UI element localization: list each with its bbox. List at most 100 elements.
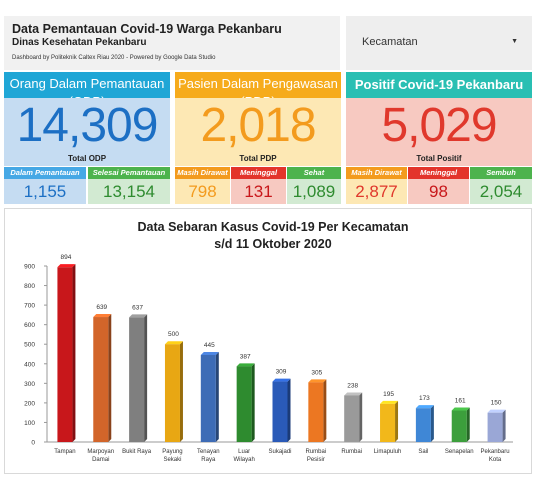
y-tick-label: 800 <box>24 283 35 290</box>
y-tick-label: 900 <box>24 264 35 271</box>
bar-top <box>93 314 112 318</box>
bar <box>451 410 467 442</box>
bar-top <box>129 314 148 318</box>
dashboard-title: Data Pemantauan Covid-19 Warga Pekanbaru <box>12 22 282 36</box>
kecamatan-dropdown-label: Kecamatan <box>362 36 418 48</box>
bar-side <box>430 405 434 442</box>
bar-value-label: 387 <box>240 353 251 360</box>
bar <box>57 267 73 442</box>
pdp-total-label: Total PDP <box>239 154 277 163</box>
odp-sub1-value: 1,155 <box>4 179 86 204</box>
x-category-label: Limapuluh <box>374 449 402 455</box>
positif-sub3-label: Sembuh <box>470 167 532 179</box>
bar-value-label: 150 <box>491 400 502 407</box>
pdp-sub1-label: Masih Dirawat <box>175 167 230 179</box>
bar-top <box>272 378 291 382</box>
kecamatan-chart-panel: Data Sebaran Kasus Covid-19 Per Kecamata… <box>4 208 532 474</box>
bar-side <box>466 407 470 442</box>
positif-header: Positif Covid-19 Pekanbaru <box>346 72 532 98</box>
bar <box>344 395 360 442</box>
bar-top <box>487 409 506 413</box>
kecamatan-dropdown[interactable]: Kecamatan ▼ <box>346 16 532 70</box>
x-category-label: Luar <box>238 449 250 455</box>
odp-sub2-label: Selesai Pemantauan <box>88 167 170 179</box>
positif-sub3-value: 2,054 <box>470 179 532 204</box>
x-category-label: Sukajadi <box>268 449 291 455</box>
dashboard-credit: Dashboard by Politeknik Caltex Riau 2020… <box>12 55 216 61</box>
bar-value-label: 309 <box>276 369 287 376</box>
bar-value-label: 894 <box>60 254 71 261</box>
bar-side <box>323 379 327 442</box>
pdp-total-box: 2,018 Total PDP <box>175 98 341 166</box>
positif-sub1-value: 2,877 <box>346 179 407 204</box>
bar-value-label: 238 <box>347 382 358 389</box>
bar <box>308 382 324 442</box>
y-tick-label: 200 <box>24 400 35 407</box>
bar-side <box>287 378 291 442</box>
bar <box>415 408 431 442</box>
bar <box>272 381 288 442</box>
odp-total-value: 14,309 <box>16 99 159 152</box>
y-tick-label: 300 <box>24 381 35 388</box>
x-category-label: Raya <box>201 457 216 463</box>
bar <box>164 344 180 442</box>
x-category-label: Tampan <box>54 449 75 455</box>
bar-side <box>502 409 506 442</box>
positif-total-value: 5,029 <box>381 99 497 152</box>
chevron-down-icon: ▼ <box>511 38 518 45</box>
bar <box>200 354 216 442</box>
x-category-label: Kota <box>489 457 502 463</box>
bar-top <box>57 264 76 268</box>
bar-side <box>72 264 76 442</box>
x-category-label: Pesisir <box>307 457 325 463</box>
x-category-label: Damai <box>92 457 109 463</box>
bar-value-label: 445 <box>204 342 215 349</box>
dashboard-subtitle: Dinas Kesehatan Pekanbaru <box>12 37 147 48</box>
bar-side <box>359 392 363 442</box>
y-tick-label: 500 <box>24 342 35 349</box>
y-tick-label: 0 <box>31 440 35 447</box>
x-category-label: Wilayah <box>233 457 254 463</box>
pdp-sub2-label: Meninggal <box>231 167 286 179</box>
x-category-label: Senapelan <box>445 449 474 455</box>
bar-top <box>236 363 255 367</box>
bar-value-label: 195 <box>383 391 394 398</box>
bar-top <box>451 407 470 411</box>
bar-side <box>251 363 255 442</box>
positif-total-box: 5,029 Total Positif <box>346 98 532 166</box>
y-tick-label: 100 <box>24 420 35 427</box>
chart-subtitle: s/d 11 Oktober 2020 <box>214 237 331 251</box>
x-category-label: Pekanbaru <box>481 449 510 455</box>
bar-value-label: 639 <box>96 304 107 311</box>
bar-value-label: 500 <box>168 331 179 338</box>
y-tick-label: 600 <box>24 322 35 329</box>
chart-title: Data Sebaran Kasus Covid-19 Per Kecamata… <box>138 220 409 234</box>
pdp-sub2-value: 131 <box>231 179 286 204</box>
bar-top <box>380 400 399 404</box>
bar-value-label: 637 <box>132 304 143 311</box>
bar-value-label: 305 <box>311 369 322 376</box>
y-tick-label: 400 <box>24 361 35 368</box>
bar <box>380 403 396 442</box>
x-category-label: Payung <box>162 449 182 455</box>
bar <box>129 317 145 442</box>
x-category-label: Rumbai <box>341 449 362 455</box>
x-category-label: Tenayan <box>197 449 220 455</box>
bar-side <box>108 314 112 442</box>
positif-total-label: Total Positif <box>416 154 462 163</box>
x-category-label: Marpoyan <box>87 449 114 455</box>
dashboard-header: Data Pemantauan Covid-19 Warga Pekanbaru… <box>4 16 340 70</box>
positif-sub2-label: Meninggal <box>408 167 469 179</box>
pdp-sub1-value: 798 <box>175 179 230 204</box>
positif-sub1-label: Masih Dirawat <box>346 167 407 179</box>
bar-side <box>395 400 399 442</box>
bar <box>236 366 252 442</box>
bar <box>487 412 503 442</box>
pdp-sub3-label: Sehat <box>287 167 341 179</box>
x-category-label: Sail <box>418 449 428 455</box>
bar-top <box>415 405 434 409</box>
x-category-label: Sekaki <box>163 457 181 463</box>
odp-total-box: 14,309 Total ODP <box>4 98 170 166</box>
bar-top <box>164 341 183 345</box>
x-category-label: Bukit Raya <box>122 449 152 455</box>
